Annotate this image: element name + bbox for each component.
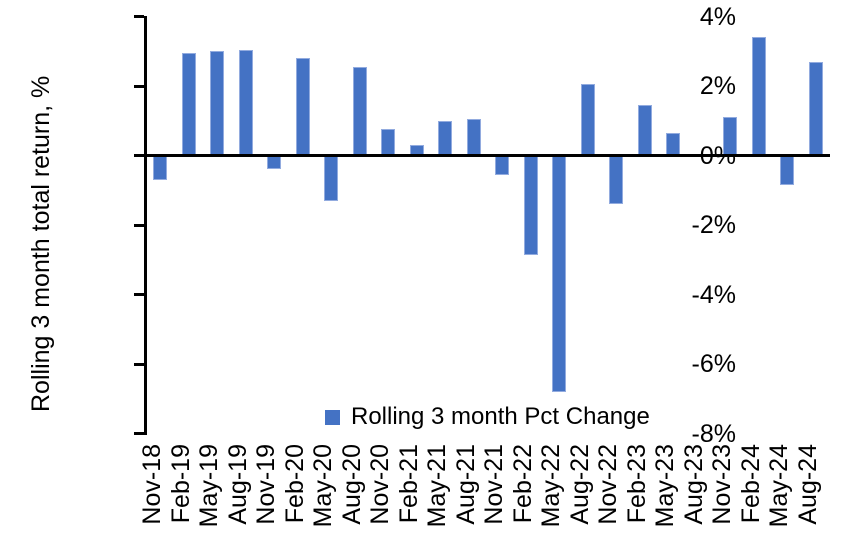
x-axis-label: Aug-19 bbox=[223, 444, 252, 525]
x-axis-label: Nov-18 bbox=[138, 444, 167, 525]
x-axis-label: May-21 bbox=[423, 444, 452, 528]
x-axis-label: Feb-19 bbox=[166, 444, 195, 524]
y-axis-tick bbox=[134, 223, 144, 227]
x-axis-label: Feb-22 bbox=[508, 444, 537, 524]
x-axis-label: May-22 bbox=[537, 444, 566, 528]
x-axis-label: Nov-21 bbox=[480, 444, 509, 525]
x-axis-label: Aug-20 bbox=[337, 444, 366, 525]
bar bbox=[495, 155, 510, 175]
bar bbox=[210, 51, 225, 156]
x-axis-label: May-24 bbox=[765, 444, 794, 528]
bar bbox=[609, 155, 624, 205]
bar bbox=[808, 61, 823, 156]
x-axis-label: Aug-22 bbox=[565, 444, 594, 525]
bar bbox=[751, 37, 766, 156]
bar bbox=[552, 155, 567, 392]
y-axis-tick-label: 4% bbox=[699, 2, 736, 31]
zero-axis-line bbox=[144, 154, 830, 157]
bar bbox=[238, 49, 253, 156]
bar bbox=[267, 155, 282, 170]
bar bbox=[466, 119, 481, 156]
bar bbox=[438, 120, 453, 156]
x-axis-label: Nov-20 bbox=[366, 444, 395, 525]
x-axis-label: Nov-19 bbox=[252, 444, 281, 525]
y-axis-tick bbox=[134, 84, 144, 88]
y-axis-tick-label: -2% bbox=[691, 211, 736, 239]
x-axis-label: Aug-24 bbox=[793, 444, 822, 525]
bar bbox=[780, 155, 795, 186]
bar bbox=[324, 155, 339, 201]
y-axis-tick-label: -8% bbox=[691, 419, 736, 448]
y-axis-title: Rolling 3 month total return, % bbox=[27, 75, 55, 412]
x-axis-label: Feb-24 bbox=[736, 444, 765, 524]
y-axis-tick bbox=[134, 362, 144, 366]
x-axis-label: Feb-21 bbox=[394, 444, 423, 524]
x-axis-label: May-19 bbox=[195, 444, 224, 528]
bar bbox=[153, 155, 168, 180]
x-axis-label: Nov-23 bbox=[708, 444, 737, 525]
x-axis-label: May-20 bbox=[309, 444, 338, 528]
y-axis-tick-label: -4% bbox=[691, 280, 736, 309]
y-axis-tick-label: 2% bbox=[699, 72, 736, 100]
y-axis-tick bbox=[134, 154, 144, 157]
x-axis-label: Aug-21 bbox=[451, 444, 480, 525]
legend-swatch-icon bbox=[325, 409, 340, 425]
bar bbox=[637, 105, 652, 156]
x-axis-label: Feb-20 bbox=[280, 444, 309, 524]
bar bbox=[580, 84, 595, 156]
legend: Rolling 3 month Pct Change bbox=[325, 405, 650, 429]
bar bbox=[381, 129, 396, 156]
legend-label: Rolling 3 month Pct Change bbox=[351, 403, 650, 430]
y-axis-tick bbox=[134, 432, 144, 435]
bar bbox=[666, 132, 681, 156]
x-axis-label: Nov-22 bbox=[594, 444, 623, 525]
y-axis-tick bbox=[134, 293, 144, 296]
bar bbox=[295, 58, 310, 156]
bar bbox=[723, 117, 738, 156]
x-axis-label: Aug-23 bbox=[679, 444, 708, 525]
y-axis-line bbox=[144, 16, 147, 435]
bar bbox=[352, 66, 367, 156]
bar bbox=[181, 52, 196, 156]
x-axis-label: May-23 bbox=[651, 444, 680, 528]
y-axis-tick-label: -6% bbox=[691, 350, 736, 378]
y-axis-tick bbox=[134, 15, 144, 18]
bar bbox=[523, 155, 538, 255]
x-axis-label: Feb-23 bbox=[622, 444, 651, 524]
